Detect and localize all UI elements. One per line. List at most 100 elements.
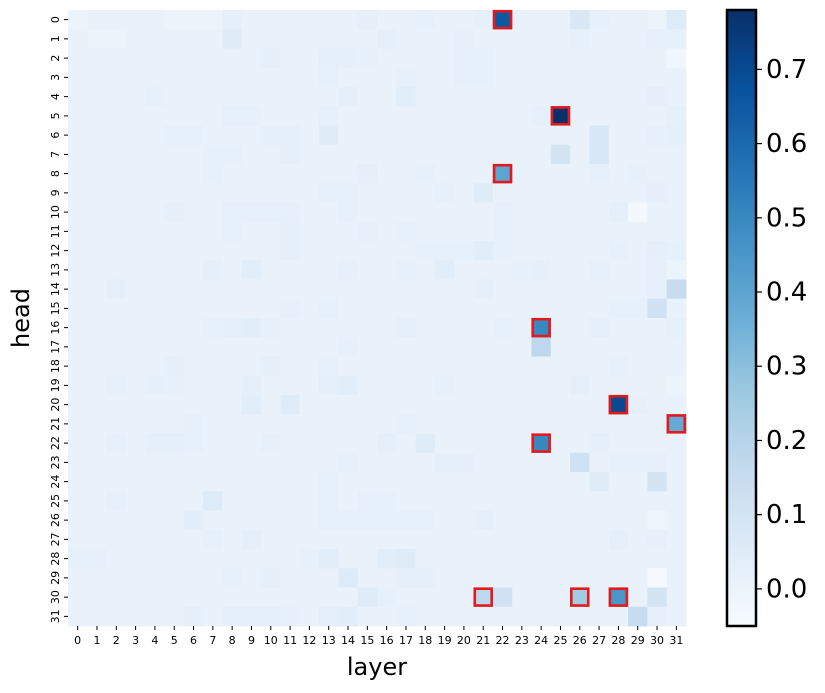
- heatmap-cell: [454, 433, 474, 454]
- heatmap-cell: [531, 183, 552, 203]
- heatmap-cell: [454, 106, 474, 126]
- heatmap-cell: [415, 433, 436, 454]
- heatmap-cell: [241, 337, 262, 357]
- heatmap-cell: [454, 375, 474, 396]
- heatmap-cell: [628, 414, 648, 434]
- heatmap-cell: [222, 279, 243, 300]
- heatmap-cell: [125, 568, 146, 588]
- heatmap-cell: [550, 10, 571, 30]
- heatmap-cell: [473, 202, 494, 223]
- heatmap-cell: [241, 125, 262, 146]
- heatmap-cell: [628, 587, 648, 608]
- heatmap-cell: [550, 587, 571, 608]
- heatmap-cell: [434, 241, 455, 261]
- heatmap-cell: [68, 29, 88, 49]
- heatmap-cell: [628, 48, 648, 69]
- heatmap-cell: [608, 568, 629, 588]
- heatmap-cell: [280, 202, 301, 223]
- heatmap-cell: [434, 106, 455, 126]
- heatmap-cell: [183, 106, 204, 126]
- heatmap-cell: [68, 10, 88, 30]
- heatmap-cell: [357, 10, 378, 30]
- heatmap-cell: [203, 144, 223, 165]
- heatmap-cell: [145, 529, 165, 550]
- heatmap-cell: [608, 472, 629, 492]
- heatmap-cell: [512, 529, 532, 550]
- heatmap-cell: [396, 337, 417, 357]
- heatmap-cell: [68, 375, 88, 396]
- highlight-box: [550, 106, 571, 126]
- heatmap-cell: [203, 587, 223, 608]
- heatmap-cell: [68, 452, 88, 473]
- heatmap-cell: [415, 414, 436, 434]
- heatmap-cell: [608, 279, 629, 300]
- heatmap-cell: [338, 568, 359, 588]
- heatmap-cell: [261, 414, 281, 434]
- heatmap-cell: [434, 472, 455, 492]
- heatmap-cell: [666, 10, 687, 30]
- heatmap-cell: [570, 549, 590, 569]
- heatmap-cell: [396, 529, 417, 550]
- heatmap-cell: [106, 241, 127, 261]
- heatmap-cell: [396, 29, 417, 49]
- heatmap-cell: [125, 10, 146, 30]
- heatmap-cell: [531, 144, 552, 165]
- heatmap-cell: [280, 164, 301, 184]
- heatmap-cell: [570, 202, 590, 223]
- heatmap-cell: [203, 67, 223, 88]
- heatmap-cell: [531, 491, 552, 511]
- heatmap-cell: [338, 183, 359, 203]
- heatmap-cell: [454, 221, 474, 242]
- heatmap-cell: [87, 529, 108, 550]
- heatmap-cell: [415, 202, 436, 223]
- heatmap-cell: [377, 414, 397, 434]
- heatmap-cell: [415, 337, 436, 357]
- heatmap-cell: [396, 202, 417, 223]
- heatmap-cell: [473, 356, 494, 377]
- heatmap-cell: [454, 164, 474, 184]
- heatmap-cell: [319, 144, 339, 165]
- heatmap-cell: [473, 337, 494, 357]
- heatmap-cell: [203, 164, 223, 184]
- heatmap-cell: [570, 395, 590, 415]
- heatmap-cell: [550, 568, 571, 588]
- heatmap-cell: [183, 356, 204, 377]
- heatmap-cell: [377, 67, 397, 88]
- heatmap-cell: [164, 529, 185, 550]
- x-tick-label: 1: [93, 634, 100, 647]
- heatmap-cell: [261, 10, 281, 30]
- heatmap-cell: [125, 375, 146, 396]
- heatmap-cell: [299, 414, 320, 434]
- heatmap-cell: [647, 67, 668, 88]
- heatmap-cell: [647, 549, 668, 569]
- heatmap-cell: [299, 510, 320, 531]
- heatmap-cell: [183, 125, 204, 146]
- heatmap-cell: [550, 241, 571, 261]
- heatmap-cell: [87, 510, 108, 531]
- heatmap-cell: [338, 606, 359, 627]
- heatmap-cell: [125, 241, 146, 261]
- heatmap-cell: [319, 48, 339, 69]
- heatmap-cell: [183, 144, 204, 165]
- heatmap-cell: [338, 29, 359, 49]
- heatmap-cell: [241, 529, 262, 550]
- heatmap-cell: [222, 144, 243, 165]
- heatmap-cell: [338, 221, 359, 242]
- heatmap-cell: [357, 395, 378, 415]
- heatmap-cell: [145, 318, 165, 338]
- heatmap-cell: [570, 164, 590, 184]
- heatmap-cell: [357, 529, 378, 550]
- heatmap-cell: [87, 606, 108, 627]
- heatmap-cell: [183, 260, 204, 280]
- heatmap-cell: [87, 279, 108, 300]
- heatmap-cell: [145, 125, 165, 146]
- heatmap-cell: [608, 510, 629, 531]
- heatmap-cell: [106, 510, 127, 531]
- heatmap-cell: [338, 87, 359, 107]
- heatmap-cell: [647, 606, 668, 627]
- heatmap-cell: [454, 606, 474, 627]
- heatmap-cell: [434, 587, 455, 608]
- heatmap-cell: [512, 164, 532, 184]
- heatmap-cell: [299, 298, 320, 319]
- heatmap-cell: [319, 125, 339, 146]
